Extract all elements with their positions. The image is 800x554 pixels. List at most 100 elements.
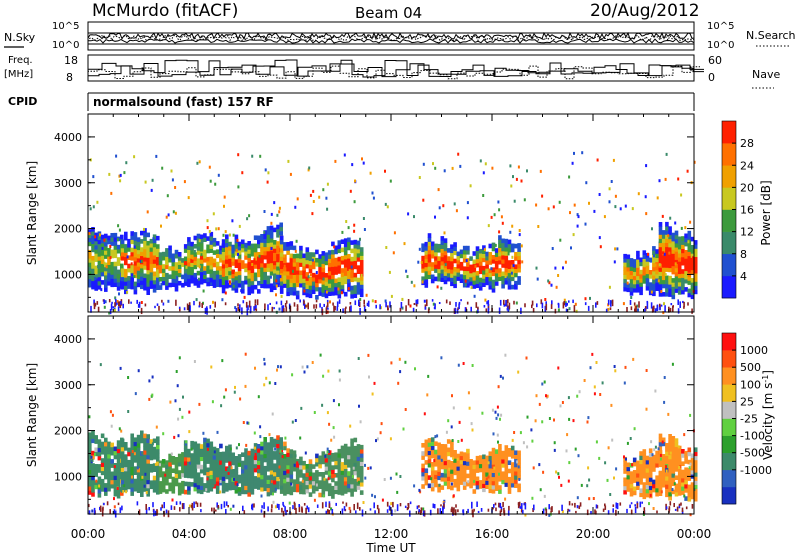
- echo-cell: [507, 260, 512, 265]
- scatter-cell: [269, 275, 272, 279]
- echo-cell: [331, 241, 335, 247]
- echo-cell: [658, 222, 663, 227]
- echo-cell: [661, 246, 666, 252]
- scatter-cell: [334, 159, 337, 163]
- near-range-cell: [154, 510, 157, 516]
- echo-cell: [116, 444, 121, 449]
- echo-cell: [353, 470, 358, 476]
- scatter-cell: [173, 435, 176, 439]
- scatter-cell: [340, 291, 343, 295]
- echo-cell: [143, 462, 147, 467]
- echo-cell: [424, 460, 429, 465]
- echo-cell: [174, 270, 179, 275]
- echo-cell: [165, 264, 169, 270]
- echo-cell: [133, 240, 138, 245]
- echo-cell: [517, 243, 521, 248]
- echo-cell: [642, 279, 647, 284]
- scatter-cell: [631, 463, 634, 467]
- echo-cell: [165, 272, 169, 278]
- scatter-cell: [332, 399, 335, 403]
- echo-cell: [183, 452, 188, 458]
- echo-cell: [124, 235, 128, 241]
- echo-cell: [130, 487, 134, 492]
- echo-cell: [136, 274, 141, 279]
- nsky-tick-high: 10^5: [52, 21, 79, 32]
- near-range-cell: [275, 301, 278, 305]
- echo-cell: [165, 260, 169, 266]
- echo-cell: [133, 265, 138, 270]
- echo-cell: [94, 451, 98, 457]
- echo-cell: [437, 446, 441, 452]
- near-range-cell: [400, 302, 403, 309]
- echo-cell: [453, 470, 457, 476]
- scatter-cell: [496, 433, 499, 437]
- echo-cell: [283, 470, 287, 476]
- echo-cell: [269, 490, 274, 496]
- echo-cell: [279, 464, 284, 470]
- echo-cell: [250, 251, 255, 257]
- echo-cell: [193, 281, 198, 286]
- scatter-cell: [231, 219, 234, 223]
- echo-cell: [517, 487, 521, 493]
- echo-cell: [104, 474, 108, 480]
- echo-cell: [257, 485, 261, 490]
- echo-cell: [177, 457, 182, 463]
- echo-cell: [215, 253, 220, 259]
- scatter-cell: [392, 251, 395, 255]
- scatter-cell: [457, 152, 460, 156]
- near-range-cell: [315, 299, 318, 303]
- near-range-cell: [369, 508, 372, 511]
- echo-cell: [421, 471, 425, 477]
- echo-cell: [421, 467, 425, 473]
- echo-cell: [266, 487, 271, 493]
- scatter-cell: [227, 472, 230, 475]
- echo-cell: [149, 259, 154, 265]
- echo-cell: [459, 463, 464, 469]
- echo-cell: [668, 458, 672, 464]
- echo-cell: [190, 473, 194, 479]
- echo-cell: [263, 250, 267, 256]
- echo-cell: [234, 251, 239, 256]
- scatter-cell: [664, 177, 667, 181]
- near-range-cell: [683, 306, 685, 309]
- echo-cell: [181, 468, 185, 474]
- scatter-cell: [504, 497, 507, 501]
- echo-cell: [181, 282, 185, 288]
- near-range-cell: [325, 501, 327, 508]
- echo-cell: [190, 461, 194, 467]
- scatter-cell: [619, 207, 622, 211]
- echo-cell: [91, 284, 95, 290]
- echo-cell: [140, 272, 144, 277]
- echo-cell: [517, 475, 521, 480]
- echo-cell: [234, 480, 239, 486]
- scatter-cell: [457, 440, 460, 443]
- echo-cell: [626, 474, 631, 480]
- echo-cell: [174, 457, 179, 462]
- echo-cell: [279, 268, 284, 274]
- echo-cell: [437, 454, 441, 460]
- echo-cell: [196, 279, 201, 284]
- echo-cell: [104, 279, 108, 284]
- echo-cell: [665, 492, 669, 498]
- echo-cell: [299, 245, 303, 251]
- echo-cell: [661, 267, 666, 272]
- echo-cell: [263, 478, 267, 483]
- scatter-cell: [473, 294, 476, 298]
- echo-cell: [658, 282, 663, 288]
- scatter-cell: [109, 245, 112, 248]
- echo-cell: [244, 456, 248, 462]
- scatter-cell: [375, 439, 377, 443]
- scatter-cell: [265, 376, 268, 380]
- near-range-cell: [418, 505, 420, 508]
- echo-cell: [347, 274, 351, 280]
- echo-cell: [475, 464, 480, 469]
- echo-cell: [674, 442, 679, 447]
- echo-cell: [671, 460, 676, 466]
- echo-cell: [127, 447, 131, 453]
- echo-cell: [266, 467, 271, 472]
- echo-cell: [684, 459, 688, 464]
- echo-cell: [350, 438, 354, 444]
- scatter-cell: [515, 301, 518, 305]
- echo-cell: [116, 277, 121, 283]
- echo-cell: [212, 270, 217, 276]
